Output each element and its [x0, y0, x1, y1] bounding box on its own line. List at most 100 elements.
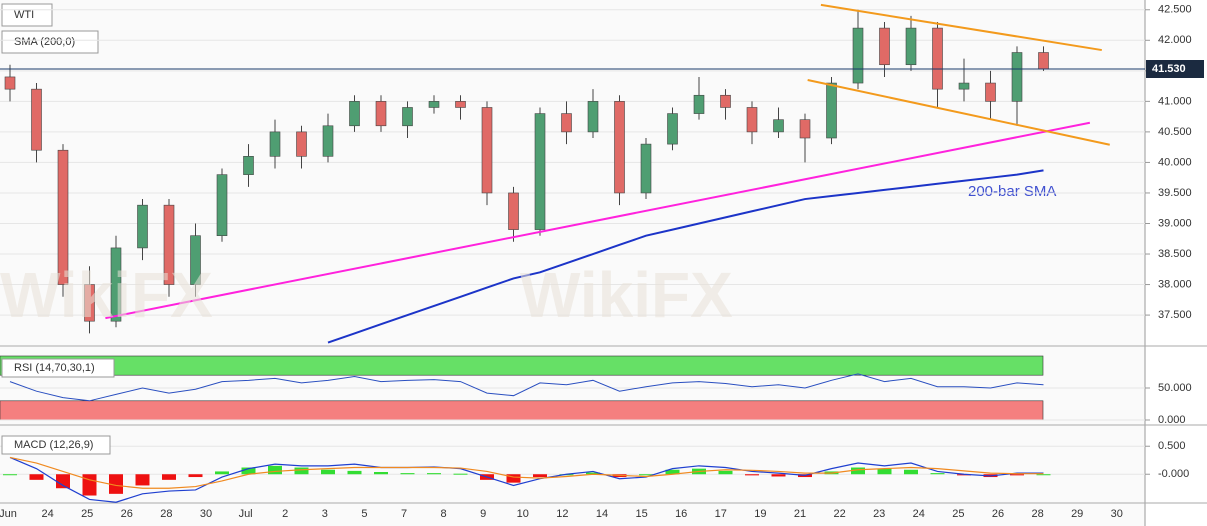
candle-body — [1011, 52, 1023, 102]
x-tick-label: 12 — [556, 508, 568, 520]
candle-body — [667, 113, 678, 145]
candle-body — [137, 204, 148, 249]
histogram-bar — [851, 467, 865, 475]
watermark: WikiFX — [520, 259, 733, 331]
x-tick-label: 16 — [675, 508, 687, 520]
chart-title: WTI — [14, 9, 34, 21]
histogram-bar — [506, 474, 521, 483]
watermark: WikiFX — [0, 259, 213, 331]
y-tick-label: 42.500 — [1158, 4, 1192, 16]
histogram-bar — [877, 468, 892, 475]
candle-body — [508, 192, 519, 230]
x-tick-label: 24 — [41, 508, 53, 520]
y-tick-label: -0.000 — [1158, 468, 1189, 480]
candle-body — [31, 88, 42, 151]
histogram-bar — [109, 474, 123, 494]
candle-body — [932, 27, 943, 90]
candle-body — [1038, 52, 1049, 70]
candle-body — [322, 125, 334, 157]
x-tick-label: 2 — [282, 508, 288, 520]
x-tick-label: 29 — [1071, 508, 1083, 520]
candle-body — [375, 101, 387, 127]
y-tick-label: 39.000 — [1158, 217, 1192, 229]
indicator-label: SMA (200,0) — [14, 36, 75, 48]
histogram-bar — [268, 465, 282, 475]
x-tick-label: 22 — [833, 508, 845, 520]
histogram-bar — [586, 472, 600, 475]
last-price-label: 41.530 — [1152, 63, 1186, 75]
histogram-bar — [374, 472, 388, 475]
candle-body — [455, 101, 466, 108]
histogram-bar — [347, 470, 362, 475]
candle-body — [693, 94, 705, 114]
sma-line — [327, 169, 1044, 344]
histogram-bar — [294, 467, 309, 475]
x-tick-label: 26 — [121, 508, 133, 520]
candle-body — [163, 204, 175, 285]
candle-body — [4, 76, 16, 90]
candle-body — [614, 101, 625, 194]
watermarks: WikiFX WikiFX — [0, 259, 733, 331]
x-tick-label: 25 — [81, 508, 93, 520]
candle-body — [640, 143, 652, 194]
x-tick-label: 28 — [160, 508, 172, 520]
candle-body — [402, 107, 413, 127]
candle-body — [746, 107, 758, 133]
candle-body — [269, 131, 281, 157]
candle-body — [852, 27, 864, 84]
histogram-bar — [215, 471, 229, 475]
candle-body — [57, 149, 69, 285]
histogram-bar — [400, 473, 415, 475]
y-tick-label: 0.500 — [1158, 440, 1186, 452]
y-tick-label: 40.500 — [1158, 126, 1192, 138]
candle-body — [190, 235, 201, 285]
macd-line — [9, 456, 1044, 489]
panel-title: RSI (14,70,30,1) — [14, 362, 95, 374]
histogram-bar — [3, 474, 17, 476]
x-tick-label: 8 — [441, 508, 447, 520]
trend-line — [807, 79, 1110, 146]
histogram-bar — [718, 470, 733, 475]
y-tick-label: 50.000 — [1158, 382, 1192, 394]
panel-title: MACD (12,26,9) — [14, 439, 93, 451]
annotation: 200-bar SMA — [968, 183, 1056, 200]
x-tick-label: Jun — [0, 508, 17, 520]
y-tick-label: 40.000 — [1158, 156, 1192, 168]
x-tick-label: 30 — [1111, 508, 1123, 520]
candle-body — [110, 247, 122, 322]
y-tick-label: 42.000 — [1158, 34, 1192, 46]
candle-body — [799, 119, 811, 139]
candle-body — [349, 101, 360, 127]
histogram-bar — [453, 473, 468, 475]
y-tick-label: 38.500 — [1158, 248, 1192, 260]
x-tick-label: 23 — [873, 508, 885, 520]
y-tick-label: 38.000 — [1158, 278, 1192, 290]
histogram-bar — [29, 474, 44, 480]
histogram-bar — [241, 467, 256, 475]
x-tick-label: Jul — [239, 508, 253, 520]
candle-body — [879, 27, 890, 66]
candle-body — [958, 82, 970, 90]
candle-body — [826, 82, 837, 139]
candle-body — [905, 27, 917, 66]
histogram-bar — [162, 474, 176, 480]
x-tick-label: 26 — [992, 508, 1004, 520]
macd-line — [9, 456, 1044, 503]
histogram-bar — [904, 469, 918, 475]
y-tick-label: 39.500 — [1158, 187, 1192, 199]
histogram-bar — [82, 474, 97, 496]
histogram-bar — [745, 474, 759, 476]
y-tick-label: 0.000 — [1158, 414, 1186, 426]
x-tick-label: 15 — [635, 508, 647, 520]
y-tick-label: 37.500 — [1158, 309, 1192, 321]
candle-body — [243, 156, 254, 175]
x-tick-label: 17 — [715, 508, 727, 520]
x-tick-label: 5 — [361, 508, 367, 520]
candle-body — [216, 174, 228, 236]
histogram-bar — [427, 473, 441, 475]
x-tick-label: 30 — [200, 508, 212, 520]
trend-line — [105, 121, 1091, 320]
legend-box — [1, 30, 99, 54]
x-tick-label: 7 — [401, 508, 407, 520]
